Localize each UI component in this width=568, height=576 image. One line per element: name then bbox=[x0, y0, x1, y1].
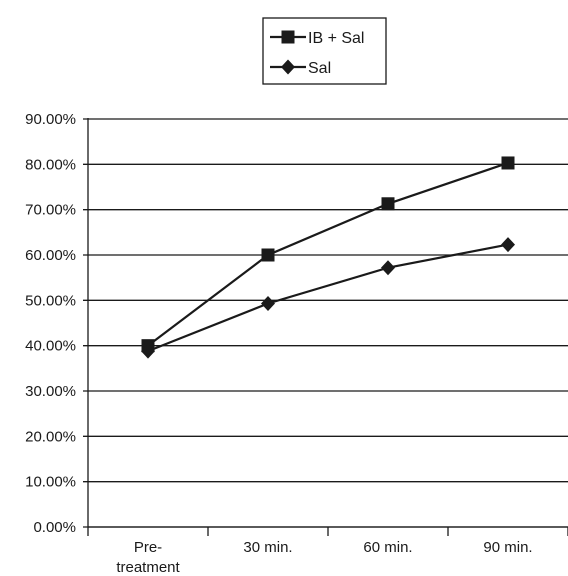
y-tick-label: 90.00% bbox=[25, 111, 76, 128]
y-tick-labels: 0.00% 10.00% 20.00% 30.00% 40.00% 50.00% 60.00… bbox=[25, 111, 76, 536]
data-point bbox=[261, 296, 275, 312]
x-tick-label: Pre-treatment bbox=[116, 539, 180, 576]
data-point bbox=[501, 237, 515, 253]
y-tick-label: 70.00% bbox=[25, 202, 76, 219]
grid-lines bbox=[83, 118, 568, 528]
legend-entry: IB + Sal bbox=[270, 30, 364, 47]
y-tick-label: 40.00% bbox=[25, 338, 76, 355]
y-tick-label: 60.00% bbox=[25, 247, 76, 264]
y-tick-label: 50.00% bbox=[25, 292, 76, 309]
data-point bbox=[381, 197, 395, 211]
series-group bbox=[141, 156, 515, 359]
y-tick-label: 10.00% bbox=[25, 474, 76, 491]
data-point bbox=[141, 343, 155, 359]
axes bbox=[87, 118, 568, 536]
legend-label: Sal bbox=[308, 60, 331, 77]
legend-box bbox=[262, 17, 387, 85]
legend-marker bbox=[281, 59, 295, 75]
x-tick-labels: Pre-treatment 30 min. 60 min. 90 min. bbox=[116, 539, 532, 576]
series-sal bbox=[141, 237, 515, 359]
y-tick-label: 0.00% bbox=[33, 519, 76, 536]
data-point bbox=[261, 248, 275, 262]
series-line bbox=[147, 243, 509, 353]
y-tick-label: 30.00% bbox=[25, 383, 76, 400]
legend-entry: Sal bbox=[270, 59, 331, 77]
x-tick-label: 30 min. bbox=[243, 539, 292, 556]
x-tick-label: 60 min. bbox=[363, 539, 412, 556]
legend: IB + Sal Sal bbox=[262, 17, 387, 85]
legend-label: IB + Sal bbox=[308, 30, 364, 47]
data-point bbox=[381, 260, 395, 276]
y-tick-label: 80.00% bbox=[25, 156, 76, 173]
legend-marker bbox=[281, 30, 295, 44]
y-tick-label: 20.00% bbox=[25, 428, 76, 445]
data-point bbox=[501, 156, 515, 170]
x-tick-label: 90 min. bbox=[483, 539, 532, 556]
series-line bbox=[147, 161, 509, 347]
